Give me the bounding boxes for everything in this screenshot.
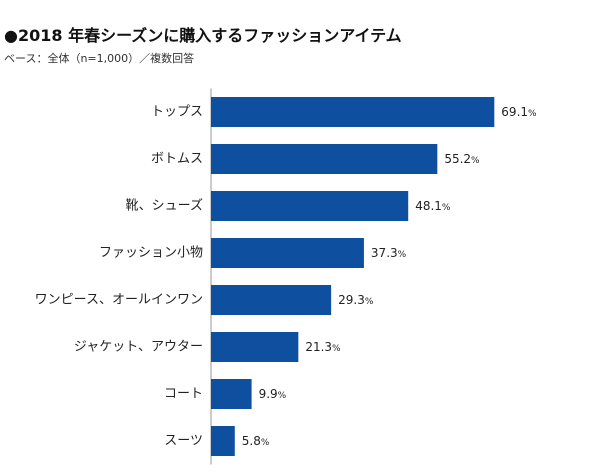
category-label: トップス [151, 105, 203, 120]
value-unit: % [442, 203, 451, 213]
value-unit: % [278, 391, 287, 401]
bar [211, 238, 364, 268]
value-number: 37.3 [371, 246, 398, 260]
value-label: 37.3% [371, 246, 407, 260]
value-label: 48.1% [415, 199, 451, 213]
value-number: 21.3 [305, 340, 332, 354]
category-label: 靴、シューズ [126, 198, 203, 214]
bar [211, 191, 409, 221]
value-number: 55.2 [444, 152, 471, 166]
chart-subtitle: ベース：全体（n=1,000）／複数回答 [4, 52, 195, 65]
value-label: 69.1% [501, 105, 537, 119]
bar [211, 332, 299, 362]
category-label: ワンピース、オールインワン [35, 293, 203, 308]
value-unit: % [261, 438, 270, 448]
value-label: 21.3% [305, 340, 341, 354]
category-label: スーツ [164, 434, 203, 449]
value-label: 55.2% [444, 152, 480, 166]
value-label: 9.9% [259, 387, 287, 401]
chart-title: ●2018 年春シーズンに購入するファッションアイテム [4, 26, 402, 45]
category-label: ジャケット、アウター [74, 340, 203, 355]
value-number: 5.8 [242, 434, 261, 448]
value-unit: % [365, 297, 374, 307]
bar [211, 379, 252, 409]
value-number: 69.1 [501, 105, 528, 119]
bar [211, 426, 235, 456]
value-unit: % [332, 344, 341, 354]
value-unit: % [528, 109, 537, 119]
value-number: 29.3 [338, 293, 365, 307]
value-number: 9.9 [259, 387, 278, 401]
category-label: コート [164, 387, 203, 402]
bar [211, 97, 495, 127]
value-unit: % [398, 250, 407, 260]
category-label: ボトムス [151, 152, 203, 167]
bar [211, 285, 332, 315]
value-number: 48.1 [415, 199, 442, 213]
category-label: ファッション小物 [99, 246, 203, 261]
value-label: 5.8% [242, 434, 270, 448]
value-label: 29.3% [338, 293, 374, 307]
value-unit: % [471, 156, 480, 166]
bar [211, 144, 438, 174]
